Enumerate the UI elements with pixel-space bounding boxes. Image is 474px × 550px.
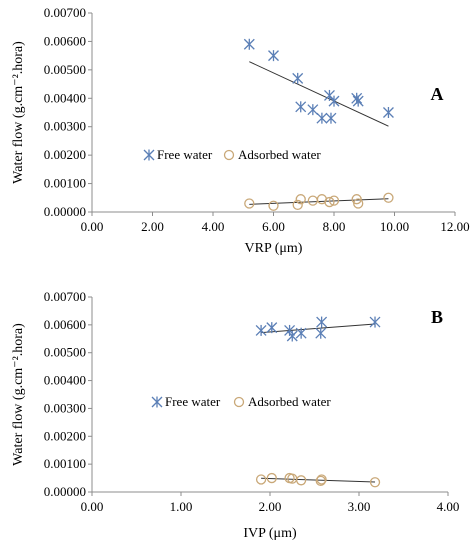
trendline: [249, 61, 389, 127]
data-point: [315, 475, 326, 487]
y-tick-label: 0.00600: [44, 33, 86, 48]
x-tick-label: 3.00: [348, 499, 371, 514]
data-point: [255, 324, 267, 336]
trendline: [261, 323, 376, 334]
data-point: [307, 104, 319, 116]
data-point: [315, 327, 327, 339]
legend: Free water Adsorbed water: [143, 147, 321, 162]
y-tick-label: 0.00400: [44, 90, 86, 105]
y-tick-label: 0.00500: [44, 62, 86, 77]
data-point: [307, 195, 318, 206]
data-point: [295, 194, 306, 205]
trendline: [249, 198, 389, 205]
x-tick-label: 0.00: [81, 499, 104, 514]
data-point: [352, 95, 364, 107]
y-tick-label: 0.00300: [44, 400, 86, 415]
series-adsorbed-water: [255, 472, 381, 488]
y-tick-label: 0.00200: [44, 428, 86, 443]
data-point: [369, 477, 381, 488]
data-point: [295, 475, 307, 486]
legend-label: Adsorbed water: [248, 394, 331, 409]
x-tick-label: 2.00: [259, 499, 282, 514]
legend-label: Free water: [157, 147, 213, 162]
y-axis-title: Water flow (g.cm⁻².hora): [11, 41, 26, 184]
chart-panel-b: 0.00000 0.00100 0.00200 0.00300 0.00400 0.005…: [11, 289, 459, 541]
data-point: [316, 316, 328, 328]
data-point: [243, 38, 255, 50]
y-tick-label: 0.00100: [44, 456, 86, 471]
x-tick-label: 10.00: [380, 219, 409, 234]
y-tick-label: 0.00700: [44, 289, 86, 304]
x-axis-title: VRP (μm): [245, 241, 303, 256]
y-tick-label: 0.00200: [44, 147, 86, 162]
y-tick-label: 0.00300: [44, 119, 86, 134]
trendline: [261, 477, 376, 483]
data-point: [244, 198, 255, 209]
y-tick-label: 0.00700: [44, 5, 86, 20]
data-point: [351, 194, 362, 205]
x-tick-label: 6.00: [262, 219, 285, 234]
legend-label: Adsorbed water: [238, 147, 321, 162]
data-point: [353, 198, 364, 209]
data-point: [316, 474, 327, 485]
y-tick-label: 0.00500: [44, 345, 86, 360]
chart-panel-a: 0.00000 0.00100 0.00200 0.00300 0.00400 0.005…: [11, 5, 470, 256]
data-point: [286, 330, 298, 342]
panel-letter: A: [431, 84, 444, 104]
y-tick-label: 0.00600: [44, 317, 86, 332]
legend-free-water-marker: [143, 149, 155, 161]
data-point: [382, 107, 394, 118]
x-tick-label: 0.00: [81, 219, 104, 234]
data-point: [369, 316, 381, 328]
y-tick-label: 0.00100: [44, 176, 86, 191]
panel-letter: B: [431, 307, 443, 327]
x-tick-label: 8.00: [323, 219, 346, 234]
legend-label: Free water: [165, 394, 221, 409]
data-point: [383, 192, 394, 203]
data-point: [324, 196, 335, 208]
series-free-water: [255, 316, 381, 342]
data-point: [268, 200, 279, 211]
data-point: [295, 327, 307, 339]
x-tick-label: 2.00: [141, 219, 164, 234]
legend-free-water-marker: [151, 396, 163, 408]
data-point: [268, 50, 279, 62]
data-point: [292, 199, 303, 211]
legend: Free water Adsorbed water: [151, 394, 331, 409]
data-point: [328, 95, 340, 107]
x-tick-label: 4.00: [202, 219, 225, 234]
data-point: [295, 101, 307, 113]
data-point: [325, 112, 337, 124]
series-free-water: [243, 38, 394, 127]
data-point: [266, 322, 278, 334]
data-point: [266, 472, 277, 484]
x-tick-label: 4.00: [437, 499, 460, 514]
data-point: [324, 89, 335, 101]
legend-adsorbed-water-marker: [233, 396, 245, 408]
data-point: [316, 112, 328, 124]
legend-adsorbed-water-marker: [223, 149, 235, 161]
y-tick-label: 0.00000: [44, 204, 86, 219]
x-tick-label: 12.00: [440, 219, 469, 234]
data-point: [292, 72, 304, 84]
data-point: [255, 474, 267, 485]
series-adsorbed-water: [244, 192, 394, 211]
x-tick-label: 1.00: [170, 499, 193, 514]
y-tick-label: 0.00400: [44, 373, 86, 388]
x-axis-title: IVP (μm): [243, 526, 297, 541]
data-point: [328, 195, 340, 206]
y-axis-title: Water flow (g.cm⁻².hora): [11, 323, 26, 466]
y-tick-label: 0.00000: [44, 484, 86, 499]
